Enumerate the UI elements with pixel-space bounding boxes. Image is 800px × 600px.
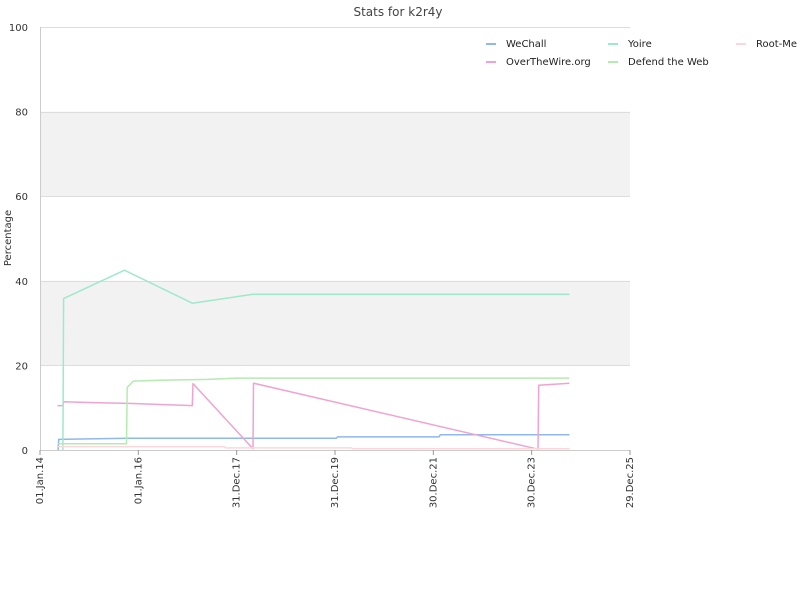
x-tick-label: 30.Dec.23 (527, 457, 538, 508)
x-tick-label: 01.Jan.16 (133, 457, 144, 504)
series-line-root-me (58, 445, 570, 450)
x-tick-label: 31.Dec.17 (232, 457, 243, 508)
y-axis-label: Percentage (3, 210, 14, 266)
series-line-yoire (62, 269, 570, 451)
grid-band (40, 280, 630, 366)
legend-label: Defend the Web (628, 57, 709, 68)
x-tick-labels: 01.Jan.14 01.Jan.16 31.Dec.17 31.Dec.19 30.D… (35, 450, 636, 508)
x-tick-label: 31.Dec.19 (330, 457, 341, 508)
legend-label: Yoire (627, 39, 652, 50)
series-line-defend-the-web (58, 377, 570, 445)
y-tick-label: 100 (9, 23, 28, 34)
y-tick-labels: 0 20 40 60 80 100 (9, 23, 28, 457)
x-tick-label: 30.Dec.21 (428, 457, 439, 508)
x-tick-label: 29.Dec.25 (625, 457, 636, 508)
y-tick-label: 60 (15, 192, 28, 203)
y-tick-label: 80 (15, 108, 28, 119)
legend-label: Root-Me (756, 39, 797, 50)
grid-band (40, 111, 630, 197)
legend: WeChall OverTheWire.org Yoire Defend the We… (486, 39, 797, 68)
series-lines (57, 269, 570, 451)
chart-title: Stats for k2r4y (353, 5, 442, 19)
y-tick-label: 40 (15, 277, 28, 288)
x-tick-label: 01.Jan.14 (35, 457, 46, 504)
legend-label: OverTheWire.org (506, 57, 591, 68)
y-tick-label: 0 (22, 446, 28, 457)
legend-label: WeChall (506, 39, 546, 50)
y-tick-label: 20 (15, 361, 28, 372)
series-line-wechall (57, 434, 570, 451)
